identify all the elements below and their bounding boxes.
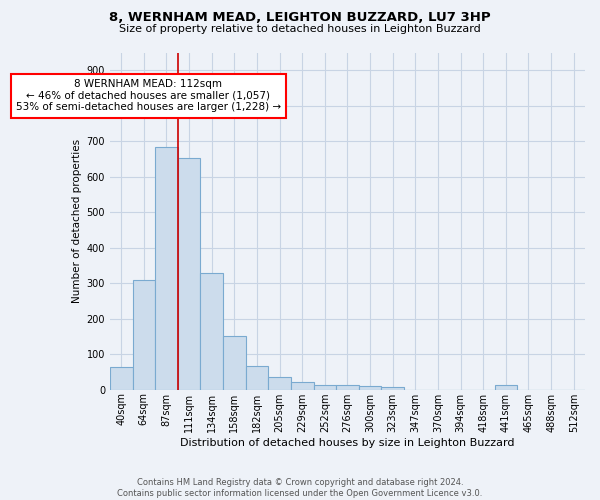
Bar xyxy=(223,336,245,390)
Bar xyxy=(245,366,268,390)
Y-axis label: Number of detached properties: Number of detached properties xyxy=(73,139,82,303)
X-axis label: Distribution of detached houses by size in Leighton Buzzard: Distribution of detached houses by size … xyxy=(180,438,515,448)
Text: Contains HM Land Registry data © Crown copyright and database right 2024.
Contai: Contains HM Land Registry data © Crown c… xyxy=(118,478,482,498)
Text: 8, WERNHAM MEAD, LEIGHTON BUZZARD, LU7 3HP: 8, WERNHAM MEAD, LEIGHTON BUZZARD, LU7 3… xyxy=(109,11,491,24)
Bar xyxy=(155,146,178,390)
Bar xyxy=(291,382,314,390)
Bar xyxy=(382,387,404,390)
Bar xyxy=(110,366,133,390)
Bar xyxy=(268,377,291,390)
Text: 8 WERNHAM MEAD: 112sqm
← 46% of detached houses are smaller (1,057)
53% of semi-: 8 WERNHAM MEAD: 112sqm ← 46% of detached… xyxy=(16,79,281,112)
Bar xyxy=(314,386,336,390)
Bar xyxy=(494,386,517,390)
Text: Size of property relative to detached houses in Leighton Buzzard: Size of property relative to detached ho… xyxy=(119,24,481,34)
Bar xyxy=(133,280,155,390)
Bar xyxy=(336,386,359,390)
Bar xyxy=(200,274,223,390)
Bar xyxy=(359,386,382,390)
Bar xyxy=(178,158,200,390)
